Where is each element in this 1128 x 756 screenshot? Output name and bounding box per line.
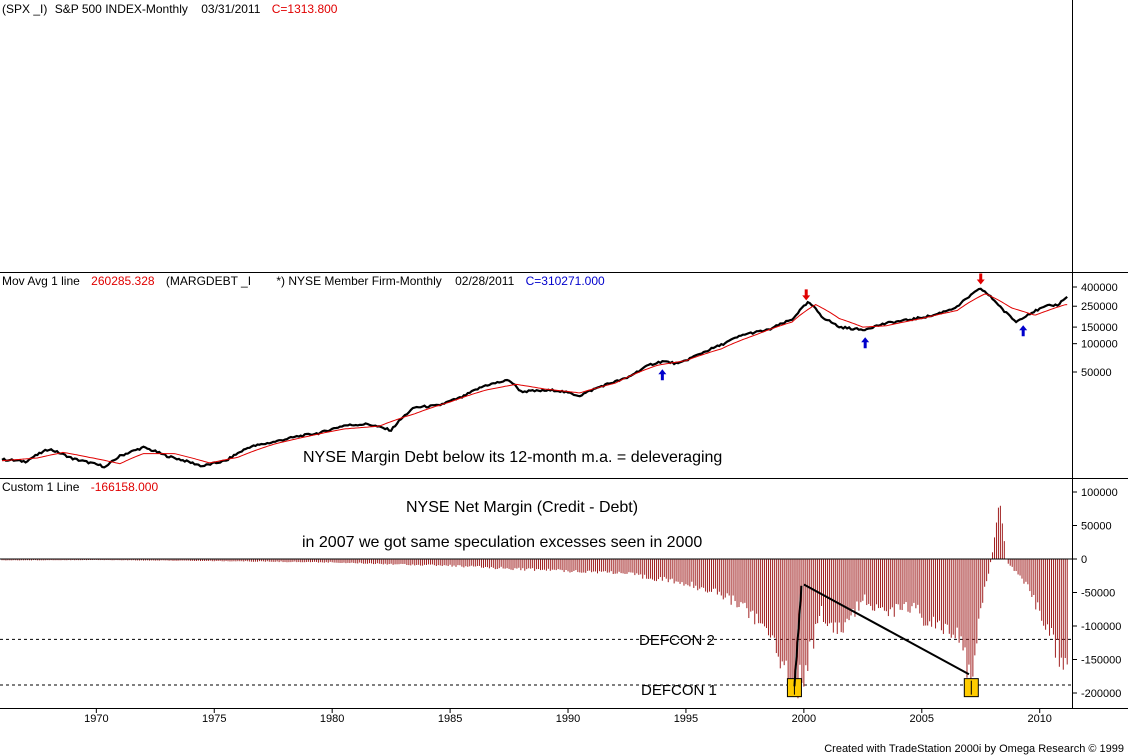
margin-lines (1, 287, 1068, 469)
net-y-tick-label: -150000 (1081, 655, 1121, 667)
x-axis: 1970 1975 1980 1985 1990 1995 2000 2005 2010 (84, 708, 1052, 725)
margin-debt-line (1, 287, 1068, 469)
margin-marker-arrow (976, 273, 985, 285)
margin-y-tick-label: 100000 (1081, 339, 1118, 351)
spx-name: S&P 500 INDEX-Monthly (55, 2, 188, 16)
net-study-name: Custom 1 Line (2, 480, 80, 494)
margin-markers (658, 273, 1028, 381)
margin-symbol: (MARGDEBT _I (166, 274, 251, 288)
net-y-tick-label: 50000 (1081, 521, 1112, 533)
spx-header: (SPX _I) S&P 500 INDEX-Monthly 03/31/201… (2, 2, 338, 16)
x-tick-label: 1995 (674, 713, 698, 725)
margin-marker-arrow (1019, 325, 1028, 337)
net-y-tick-label: -100000 (1081, 621, 1121, 633)
x-tick-label: 1970 (84, 713, 108, 725)
net-reference-lines (0, 638, 1072, 686)
margin-annotation: NYSE Margin Debt below its 12-month m.a.… (303, 449, 722, 466)
x-tick-label: 1980 (320, 713, 344, 725)
spx-close: C=1313.800 (272, 2, 338, 16)
defcon1-label: DEFCON 1 (641, 682, 717, 699)
net-annotations-graphics (786, 583, 979, 698)
net-y-tick-label: -50000 (1081, 588, 1115, 600)
margin-y-tick-label: 250000 (1081, 301, 1118, 313)
chart-frame (0, 0, 1128, 709)
net-annotation-title: NYSE Net Margin (Credit - Debt) (406, 499, 638, 516)
x-tick-label: 1985 (438, 713, 462, 725)
margin-marker-arrow (861, 337, 870, 349)
spx-symbol: (SPX _I) (2, 2, 47, 16)
margin-y-axis: 50000 100000 150000 250000 400000 (1072, 282, 1118, 379)
defcon2-label: DEFCON 2 (639, 632, 715, 649)
net-study-value: -166158.000 (91, 480, 159, 494)
margin-study-name: Mov Avg 1 line (2, 274, 80, 288)
margin-marker-arrow (658, 369, 667, 381)
x-tick-label: 2010 (1027, 713, 1051, 725)
margin-moving-average-line (1, 293, 1068, 465)
x-tick-label: 2005 (910, 713, 934, 725)
x-tick-label: 2000 (792, 713, 816, 725)
net-header: Custom 1 Line -166158.000 (2, 480, 158, 494)
margin-close: C=310271.000 (526, 274, 605, 288)
net-y-tick-label: -200000 (1081, 688, 1121, 700)
margin-name: *) NYSE Member Firm-Monthly (276, 274, 441, 288)
net-trend-line (803, 583, 970, 676)
margin-header: Mov Avg 1 line 260285.328 (MARGDEBT _I *… (2, 274, 605, 288)
margin-y-tick-label: 150000 (1081, 322, 1118, 334)
margin-date: 02/28/2011 (455, 274, 514, 288)
margin-marker-arrow (802, 289, 811, 301)
net-peak-connector (793, 585, 803, 687)
net-annotation-subtitle: in 2007 we got same speculation excesses… (302, 534, 702, 551)
spx-date: 03/31/2011 (201, 2, 260, 16)
x-tick-label: 1975 (202, 713, 226, 725)
net-y-tick-label: 100000 (1081, 487, 1118, 499)
margin-y-tick-label: 50000 (1081, 367, 1112, 379)
x-tick-label: 1990 (556, 713, 580, 725)
net-y-axis: -200000 -150000 -100000 -50000 0 50000 100000 (1072, 487, 1121, 700)
footer-credit: Created with TradeStation 2000i by Omega… (824, 743, 1124, 755)
margin-study-value: 260285.328 (91, 274, 155, 288)
net-y-tick-label: 0 (1081, 554, 1087, 566)
margin-y-tick-label: 400000 (1081, 282, 1118, 294)
